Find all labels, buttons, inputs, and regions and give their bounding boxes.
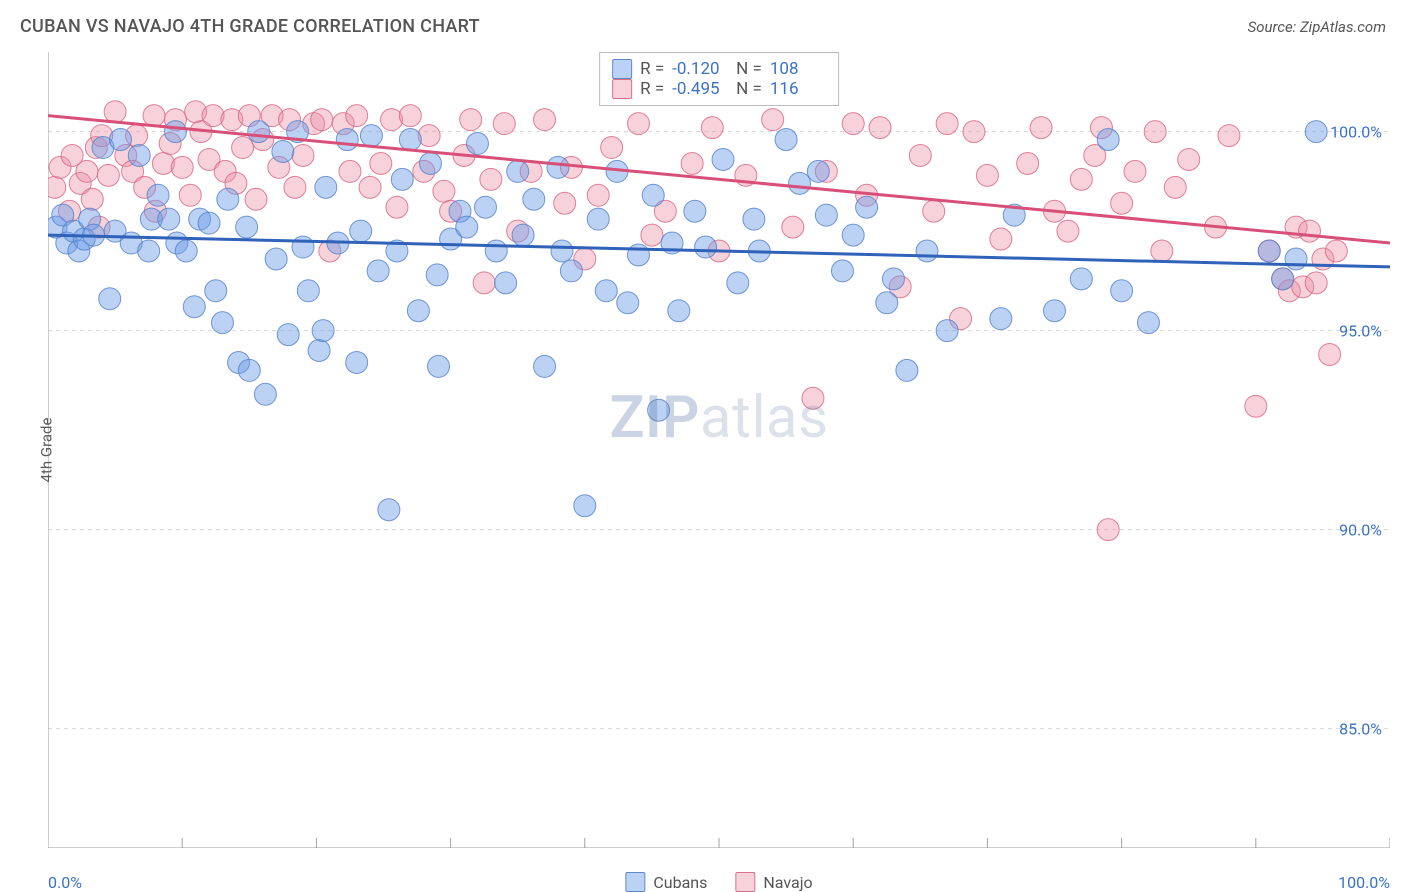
bottom-legend: Cubans Navajo [625, 872, 812, 892]
x-axis-min-label: 0.0% [48, 873, 82, 892]
y-tick-label: 100.0% [1330, 122, 1382, 141]
stats-row-navajo: R = -0.495 N = 116 [612, 79, 826, 99]
correlation-stats-box: R = -0.120 N = 108 R = -0.495 N = 116 [599, 52, 839, 106]
y-axis-label: 4th Grade [37, 418, 55, 483]
y-tick-label: 85.0% [1339, 719, 1382, 738]
chart-area: 4th Grade ZIPatlas R = -0.120 N = 108 R … [48, 52, 1390, 848]
legend-item-navajo: Navajo [735, 872, 812, 892]
cubans-swatch-icon [612, 59, 632, 79]
legend-swatch-navajo-icon [735, 872, 755, 892]
y-tick-label: 95.0% [1339, 321, 1382, 340]
cubans-n-value: 108 [770, 59, 826, 79]
legend-item-cubans: Cubans [625, 872, 707, 892]
x-axis-max-label: 100.0% [1338, 873, 1390, 892]
stats-row-cubans: R = -0.120 N = 108 [612, 59, 826, 79]
chart-title: CUBAN VS NAVAJO 4TH GRADE CORRELATION CH… [20, 16, 480, 37]
source-credit: Source: ZipAtlas.com [1248, 18, 1386, 36]
legend-swatch-cubans-icon [625, 872, 645, 892]
navajo-r-value: -0.495 [672, 79, 728, 99]
scatter-plot-svg [48, 52, 1390, 848]
navajo-swatch-icon [612, 79, 632, 99]
navajo-n-value: 116 [770, 79, 826, 99]
legend-label-navajo: Navajo [763, 873, 812, 892]
legend-label-cubans: Cubans [653, 873, 707, 892]
y-tick-label: 90.0% [1339, 520, 1382, 539]
cubans-r-value: -0.120 [672, 59, 728, 79]
